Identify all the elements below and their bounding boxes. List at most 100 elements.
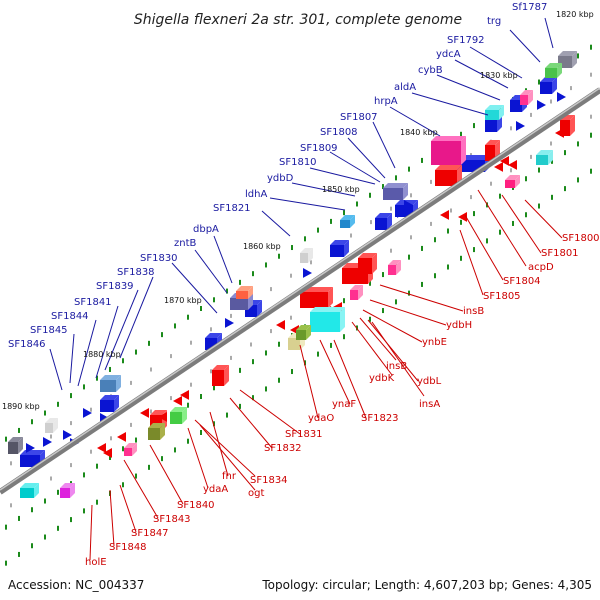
- gene-label[interactable]: ydbH: [446, 320, 472, 331]
- gene-block: [560, 120, 570, 136]
- gene-label[interactable]: trg: [487, 16, 501, 27]
- gene-arrow: [516, 121, 525, 131]
- label-leader-line: [359, 317, 397, 361]
- gene-block: [20, 455, 40, 467]
- gene-label[interactable]: SF1841: [74, 297, 112, 308]
- label-leader-line: [501, 194, 542, 254]
- gene-label[interactable]: SF1839: [96, 281, 134, 292]
- gene-label[interactable]: ydbK: [369, 373, 395, 384]
- label-leader-line: [77, 319, 97, 387]
- gene-label[interactable]: ynaF: [332, 399, 356, 410]
- gc-dot: [317, 351, 319, 357]
- gene-arrow: [63, 430, 72, 440]
- gene-label[interactable]: SF1840: [177, 500, 215, 511]
- gene-label[interactable]: holE: [85, 557, 107, 568]
- gene-label[interactable]: SF1801: [541, 248, 579, 259]
- gene-label[interactable]: SF1823: [361, 413, 399, 424]
- gene-block: [124, 448, 132, 456]
- gene-label[interactable]: SF1832: [264, 443, 302, 454]
- gene-labels-upper: Sf1787 trg SF1792 ydcA cybB aldA hrpA SF…: [8, 2, 547, 350]
- gene-label[interactable]: dbpA: [193, 224, 219, 235]
- label-leader-line: [119, 276, 154, 359]
- gene-label[interactable]: SF1792: [447, 35, 485, 46]
- gene-label[interactable]: SF1809: [300, 143, 338, 154]
- gc-dot: [122, 358, 124, 364]
- gene-block-side: [70, 483, 75, 498]
- gene-block: [310, 312, 340, 332]
- gene-label[interactable]: ydbD: [267, 173, 294, 184]
- gene-block: [300, 292, 328, 308]
- gc-dot: [564, 150, 566, 156]
- gene-label[interactable]: ynbE: [422, 337, 447, 348]
- gc-dot: [590, 132, 592, 138]
- gc-dot: [83, 508, 85, 514]
- gene-label[interactable]: acpD: [528, 262, 554, 273]
- gene-label[interactable]: hrpA: [374, 96, 398, 107]
- gc-dot: [525, 176, 527, 182]
- gc-dot: [410, 193, 412, 198]
- gc-dot: [512, 220, 514, 226]
- gene-label[interactable]: cybB: [418, 65, 443, 76]
- gene-label[interactable]: SF1846: [8, 339, 46, 350]
- gene-label[interactable]: zntB: [174, 238, 197, 249]
- gene-label[interactable]: SF1844: [51, 311, 89, 322]
- gc-dot: [350, 233, 352, 238]
- gc-dot: [109, 454, 111, 460]
- gene-label[interactable]: fnr: [222, 471, 237, 482]
- gc-dot: [369, 192, 371, 198]
- gene-label[interactable]: SF1831: [285, 429, 323, 440]
- gene-label[interactable]: SF1843: [153, 514, 191, 525]
- gene-block-top: [388, 260, 401, 265]
- gene-arrow: [26, 443, 35, 453]
- gene-label[interactable]: SF1810: [279, 157, 317, 168]
- gene-label[interactable]: insA: [419, 399, 440, 410]
- gc-dot: [421, 281, 423, 287]
- gene-block-side: [548, 150, 553, 165]
- gene-label[interactable]: SF1848: [109, 542, 147, 553]
- gene-block-top: [150, 410, 167, 415]
- gene-label[interactable]: SF1804: [503, 276, 541, 287]
- gene-label[interactable]: SF1847: [131, 528, 169, 539]
- gene-label[interactable]: SF1821: [213, 203, 251, 214]
- gc-dot: [278, 341, 280, 347]
- gene-block-top: [536, 150, 553, 155]
- gene-label[interactable]: ogt: [248, 488, 264, 499]
- gc-dot: [370, 220, 372, 225]
- map-title: Shigella flexneri 2a str. 301, complete …: [134, 12, 462, 28]
- gene-label[interactable]: SF1808: [320, 127, 358, 138]
- gc-dot: [252, 271, 254, 277]
- gene-arrow: [180, 390, 189, 400]
- gene-block-side: [350, 215, 355, 228]
- gene-block-side: [403, 183, 408, 200]
- gene-block-side: [308, 248, 313, 263]
- label-leader-line: [89, 504, 93, 561]
- gene-label[interactable]: SF1838: [117, 267, 155, 278]
- gc-dot: [270, 287, 272, 292]
- gene-label[interactable]: ydbL: [417, 376, 442, 387]
- gene-label[interactable]: SF1830: [140, 253, 178, 264]
- gene-label[interactable]: ydaO: [308, 413, 334, 424]
- gc-dot: [83, 384, 85, 390]
- gc-dot: [210, 327, 212, 332]
- gc-dot: [278, 253, 280, 259]
- gene-label[interactable]: SF1845: [30, 325, 68, 336]
- gene-block-side: [160, 423, 165, 440]
- gene-label[interactable]: ydaA: [203, 484, 228, 495]
- gene-label[interactable]: insB: [386, 361, 407, 372]
- gene-label[interactable]: SF1807: [340, 112, 378, 123]
- gc-dot: [473, 247, 475, 253]
- gene-block: [520, 95, 528, 105]
- gene-label[interactable]: SF1805: [483, 291, 521, 302]
- gene-label[interactable]: insB: [463, 306, 484, 317]
- gc-dot: [109, 366, 111, 372]
- gene-label[interactable]: SF1800: [562, 233, 600, 244]
- label-leader-line: [199, 424, 256, 491]
- gene-label[interactable]: aldA: [394, 82, 416, 93]
- gene-label[interactable]: Sf1787: [512, 2, 547, 13]
- gene-block-side: [248, 286, 253, 299]
- gene-label[interactable]: SF1834: [250, 475, 288, 486]
- gene-label[interactable]: ydcA: [436, 49, 461, 60]
- gc-dot: [226, 288, 228, 294]
- gc-dot: [486, 238, 488, 244]
- gene-label[interactable]: ldhA: [245, 189, 267, 200]
